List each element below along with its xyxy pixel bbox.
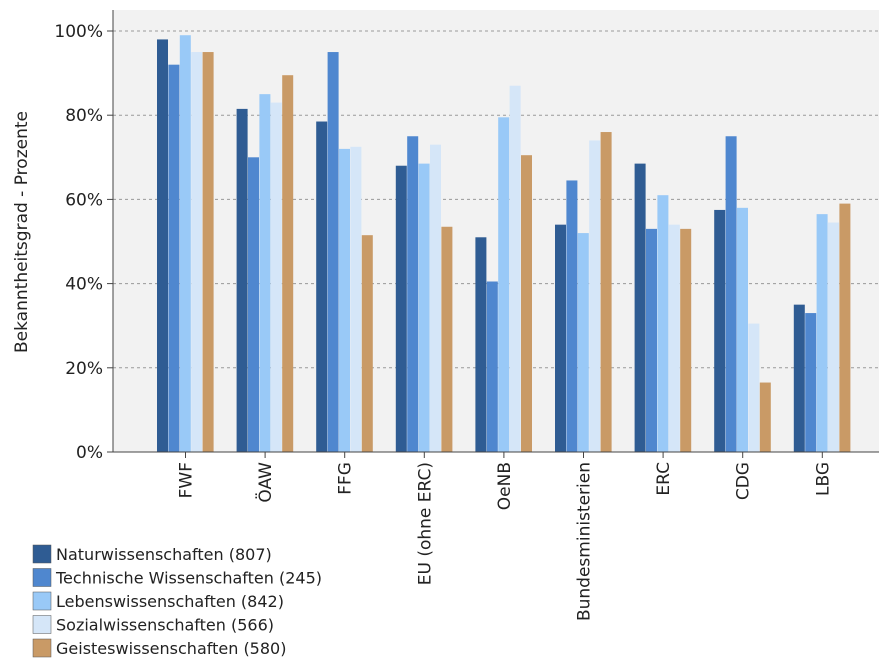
bar (179, 35, 191, 453)
bar (555, 224, 566, 452)
legend-label: Technische Wissenschaften (245) (55, 569, 322, 588)
y-tick-label: 60% (65, 190, 103, 210)
x-tick-label: CDG (734, 462, 754, 500)
legend-label: Sozialwissenschaften (566) (56, 616, 274, 635)
x-tick-label: FFG (336, 462, 356, 495)
bar (680, 228, 692, 452)
bar (327, 52, 339, 453)
bar (793, 304, 805, 452)
x-tick-label: Bundesministerien (575, 462, 595, 621)
bar (498, 117, 510, 453)
legend-swatch (32, 544, 52, 564)
bar (725, 136, 737, 452)
x-tick-label: FWF (177, 462, 197, 498)
bar (805, 313, 817, 452)
bar (361, 235, 373, 452)
bar (202, 52, 214, 453)
bar (634, 163, 646, 453)
bar (316, 121, 328, 452)
y-axis-title: Bekanntheitsgrad - Prozente (12, 111, 32, 353)
legend: Naturwissenschaften (807) Technische Wiss… (32, 544, 322, 658)
bar (521, 155, 532, 452)
bar (475, 237, 487, 452)
bar (236, 108, 248, 452)
bar (748, 323, 760, 452)
bar (407, 136, 419, 452)
y-tick-label: 100% (54, 22, 103, 42)
y-tick-label: 20% (65, 359, 103, 379)
bar (248, 157, 259, 453)
bar (157, 39, 168, 453)
y-tick-label: 80% (65, 106, 103, 126)
legend-label: Lebenswissenschaften (842) (56, 592, 284, 611)
bar (657, 195, 669, 452)
legend-swatch (32, 591, 52, 611)
bar (486, 281, 498, 452)
legend-label: Geisteswissenschaften (580) (56, 639, 286, 658)
bar (259, 94, 271, 453)
legend-swatch (32, 615, 52, 634)
axes (107, 10, 879, 458)
bar (646, 228, 657, 452)
bar (282, 75, 294, 452)
x-tick-labels: FWF ÖAW FFG EU (ohne ERC) OeNB Bundesminister… (177, 462, 834, 621)
bar (418, 163, 430, 453)
bar (441, 226, 453, 452)
bar (339, 148, 350, 452)
bar (839, 203, 851, 452)
bar (759, 382, 771, 452)
bar (589, 140, 601, 452)
bar (566, 180, 578, 452)
bar (395, 165, 407, 452)
bar (737, 207, 748, 452)
x-tick-label: ÖAW (254, 462, 276, 503)
bar (668, 224, 680, 452)
bar (191, 52, 203, 453)
x-tick-label: OeNB (495, 462, 515, 510)
x-tick-label: LBG (813, 462, 833, 496)
y-tick-label: 40% (65, 275, 103, 295)
bar (168, 64, 180, 453)
bar (714, 209, 726, 452)
bar (270, 102, 282, 452)
x-tick-label: ERC (654, 462, 674, 496)
bar (350, 146, 362, 452)
y-tick-labels: 0% 20% 40% 60% 80% 100% (54, 22, 103, 463)
legend-swatch (32, 638, 52, 658)
bar (828, 222, 839, 452)
x-tick-label: EU (ohne ERC) (415, 462, 435, 585)
y-tick-label: 0% (76, 443, 103, 463)
legend-label: Naturwissenschaften (807) (56, 545, 272, 564)
bar (430, 144, 441, 453)
bar (600, 132, 612, 453)
bars (157, 35, 851, 453)
bar (816, 214, 828, 452)
bar (509, 85, 521, 452)
bar (577, 233, 589, 452)
legend-swatch (32, 568, 52, 587)
